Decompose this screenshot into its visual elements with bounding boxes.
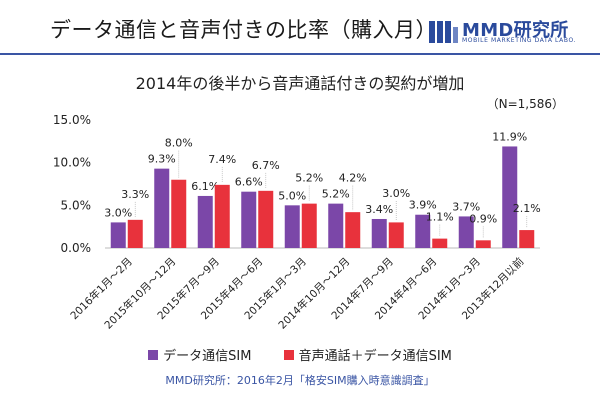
bar-voice-sim — [432, 238, 448, 248]
data-label-voice-sim: 3.3% — [121, 188, 149, 201]
bar-data-sim — [502, 146, 518, 248]
data-label-voice-sim: 3.0% — [382, 187, 410, 200]
data-label-data-sim: 3.4% — [365, 203, 393, 216]
title-divider — [0, 53, 600, 55]
bar-voice-sim — [301, 203, 317, 248]
legend-swatch-voice-sim — [283, 349, 294, 360]
bar-chart: 0.0%5.0%10.0%15.0%3.0%3.3%2016年1月～2月9.3%… — [53, 113, 541, 332]
bar-data-sim — [328, 203, 344, 248]
data-label-data-sim: 6.1% — [191, 180, 219, 193]
y-tick-label: 10.0% — [53, 156, 91, 170]
bar-voice-sim — [214, 184, 230, 248]
source-footer: MMD研究所：2016年2月「格安SIM購入時意識調査」 — [165, 374, 435, 387]
bar-voice-sim — [519, 230, 535, 248]
bar-voice-sim — [127, 219, 143, 248]
data-label-data-sim: 3.0% — [104, 206, 132, 219]
bar-data-sim — [415, 214, 431, 248]
data-label-voice-sim: 6.7% — [252, 159, 280, 172]
data-label-data-sim: 11.9% — [492, 130, 527, 143]
bar-voice-sim — [345, 212, 361, 248]
bar-data-sim — [154, 168, 170, 248]
bar-data-sim — [110, 222, 126, 248]
page-title: データ通信と音声付きの比率（購入月） — [50, 18, 437, 42]
chart-legend: データ通信SIM 音声通話＋データ通信SIM — [0, 345, 600, 365]
legend-label-voice-sim: 音声通話＋データ通信SIM — [298, 349, 452, 364]
data-label-voice-sim: 0.9% — [469, 212, 497, 225]
data-label-voice-sim: 7.4% — [208, 153, 236, 166]
data-label-data-sim: 9.3% — [148, 153, 176, 166]
logo-tagline: MOBILE MARKETING DATA LABO. — [462, 37, 577, 44]
x-tick-label: 2014年10月～12月 — [276, 255, 353, 332]
y-tick-label: 5.0% — [61, 198, 92, 212]
bar-voice-sim — [475, 240, 491, 248]
legend-item-data-sim: データ通信SIM — [148, 345, 251, 364]
data-label-data-sim: 6.6% — [235, 176, 263, 189]
y-tick-label: 0.0% — [61, 241, 92, 255]
bar-voice-sim — [258, 190, 274, 248]
data-label-data-sim: 3.7% — [452, 200, 480, 213]
legend-item-voice-sim: 音声通話＋データ通信SIM — [283, 345, 452, 364]
logo-name: MMD研究所 — [462, 20, 569, 41]
bar-voice-sim — [171, 179, 187, 248]
legend-swatch-data-sim — [148, 349, 159, 360]
legend-label-data-sim: データ通信SIM — [163, 349, 252, 364]
bar-voice-sim — [388, 222, 404, 248]
data-label-voice-sim: 1.1% — [426, 211, 454, 224]
y-tick-label: 15.0% — [53, 113, 91, 127]
title-bar: データ通信と音声付きの比率（購入月） MMD研究所 MOBILE MARKETI… — [0, 0, 600, 60]
bar-data-sim — [197, 195, 213, 248]
bar-data-sim — [284, 205, 300, 248]
data-label-data-sim: 5.2% — [322, 188, 350, 201]
sample-size-note: （N=1,586） — [486, 97, 564, 111]
brand-logo: MMD研究所 MOBILE MARKETING DATA LABO. — [428, 16, 578, 46]
logo-mark-icon — [429, 21, 458, 43]
chart-subtitle: 2014年の後半から音声通話付きの契約が増加 — [135, 74, 465, 93]
data-label-voice-sim: 5.2% — [295, 172, 323, 185]
x-tick-label: 2015年10月～12月 — [102, 255, 179, 332]
data-label-voice-sim: 8.0% — [165, 137, 193, 150]
data-label-voice-sim: 4.2% — [339, 172, 367, 185]
bar-data-sim — [241, 191, 257, 248]
bar-data-sim — [371, 218, 387, 248]
data-label-data-sim: 3.9% — [409, 199, 437, 212]
bar-data-sim — [458, 216, 474, 248]
data-label-voice-sim: 2.1% — [513, 202, 541, 215]
data-label-data-sim: 5.0% — [278, 189, 306, 202]
